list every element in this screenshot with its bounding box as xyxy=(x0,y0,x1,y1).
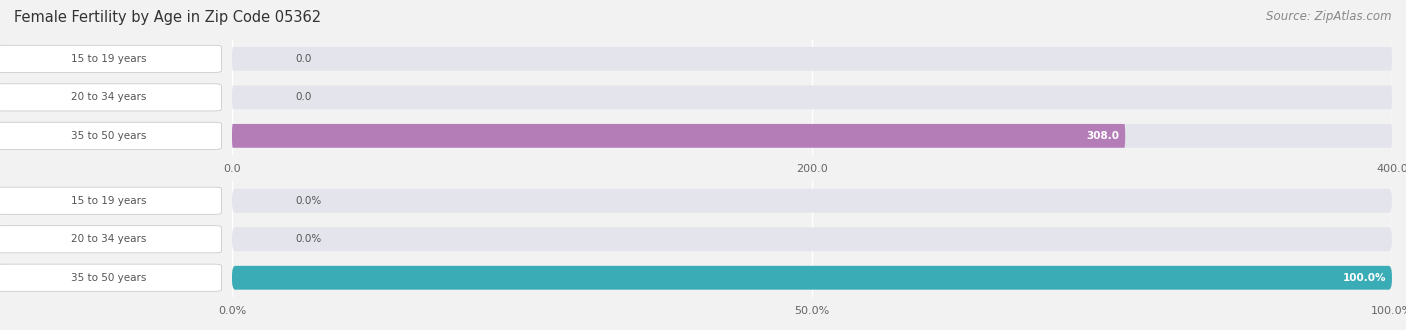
Text: Source: ZipAtlas.com: Source: ZipAtlas.com xyxy=(1267,10,1392,23)
Text: 35 to 50 years: 35 to 50 years xyxy=(72,273,146,283)
Text: 0.0%: 0.0% xyxy=(295,234,322,244)
Text: Female Fertility by Age in Zip Code 05362: Female Fertility by Age in Zip Code 0536… xyxy=(14,10,321,25)
Text: 20 to 34 years: 20 to 34 years xyxy=(72,92,146,102)
FancyBboxPatch shape xyxy=(232,124,1125,148)
Text: 0.0: 0.0 xyxy=(295,92,312,102)
FancyBboxPatch shape xyxy=(232,266,1392,290)
FancyBboxPatch shape xyxy=(232,266,1392,290)
FancyBboxPatch shape xyxy=(232,189,1392,213)
Text: 15 to 19 years: 15 to 19 years xyxy=(72,54,146,64)
Text: 100.0%: 100.0% xyxy=(1343,273,1386,283)
FancyBboxPatch shape xyxy=(232,124,1392,148)
Text: 0.0: 0.0 xyxy=(295,54,312,64)
Text: 0.0%: 0.0% xyxy=(295,196,322,206)
Text: 20 to 34 years: 20 to 34 years xyxy=(72,234,146,244)
Text: 308.0: 308.0 xyxy=(1087,131,1119,141)
Text: 35 to 50 years: 35 to 50 years xyxy=(72,131,146,141)
FancyBboxPatch shape xyxy=(232,227,1392,251)
Text: 15 to 19 years: 15 to 19 years xyxy=(72,196,146,206)
FancyBboxPatch shape xyxy=(232,47,1392,71)
FancyBboxPatch shape xyxy=(232,85,1392,109)
